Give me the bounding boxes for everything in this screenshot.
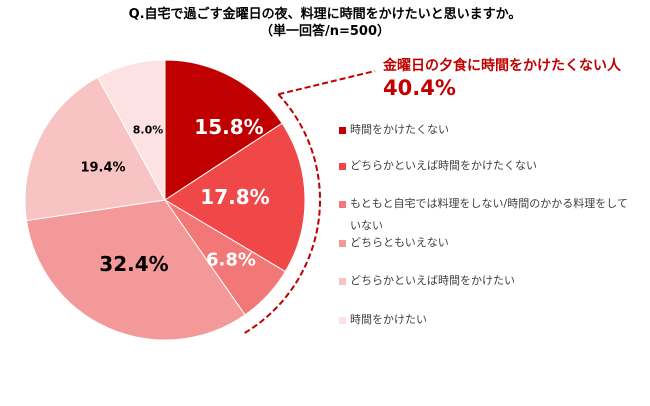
legend-label: どちらかといえば時間をかけたい <box>350 274 515 287</box>
pie-slices <box>24 59 306 341</box>
annotation-dashed-arc <box>241 93 321 336</box>
annotation-leader-line <box>278 70 376 96</box>
annotation-value: 40.4% <box>383 76 456 100</box>
slice-label-6: 8.0% <box>133 124 164 137</box>
slice-label-4: 32.4% <box>99 252 168 276</box>
legend-label: もともと自宅では料理をしない/時間のかかる料理をしていない <box>350 197 628 232</box>
slice-label-5: 19.4% <box>80 161 125 176</box>
legend-label: どちらかといえば時間をかけたくない <box>350 159 537 172</box>
pie-slice-6 <box>97 59 166 201</box>
legend-swatch <box>339 278 346 285</box>
pie-slice-4 <box>25 199 246 341</box>
pie-slice-5 <box>24 76 166 222</box>
legend: 時間をかけたくない どちらかといえば時間をかけたくない もともと自宅では料理をし… <box>339 0 639 406</box>
legend-swatch <box>339 240 346 247</box>
annotation-label: 金曜日の夕食に時間をかけたくない人 <box>383 58 621 74</box>
legend-swatch <box>339 163 346 170</box>
slice-label-2: 17.8% <box>200 185 269 209</box>
pie-slice-2 <box>164 122 306 273</box>
slice-label-1: 15.8% <box>194 115 263 139</box>
slice-label-3: 6.8% <box>206 250 256 271</box>
legend-label: どちらともいえない <box>350 236 449 249</box>
chart-subtitle: （単一回答/n=500） <box>259 24 391 39</box>
legend-label: 時間をかけたくない <box>350 123 449 136</box>
pie-slice-1 <box>164 59 283 201</box>
legend-swatch <box>339 127 346 134</box>
chart-title: Q.自宅で過ごす金曜日の夜、料理に時間をかけたいと思いますか。 <box>128 7 522 22</box>
legend-label: 時間をかけたい <box>350 313 427 326</box>
legend-swatch <box>339 317 346 324</box>
legend-swatch <box>339 201 346 208</box>
